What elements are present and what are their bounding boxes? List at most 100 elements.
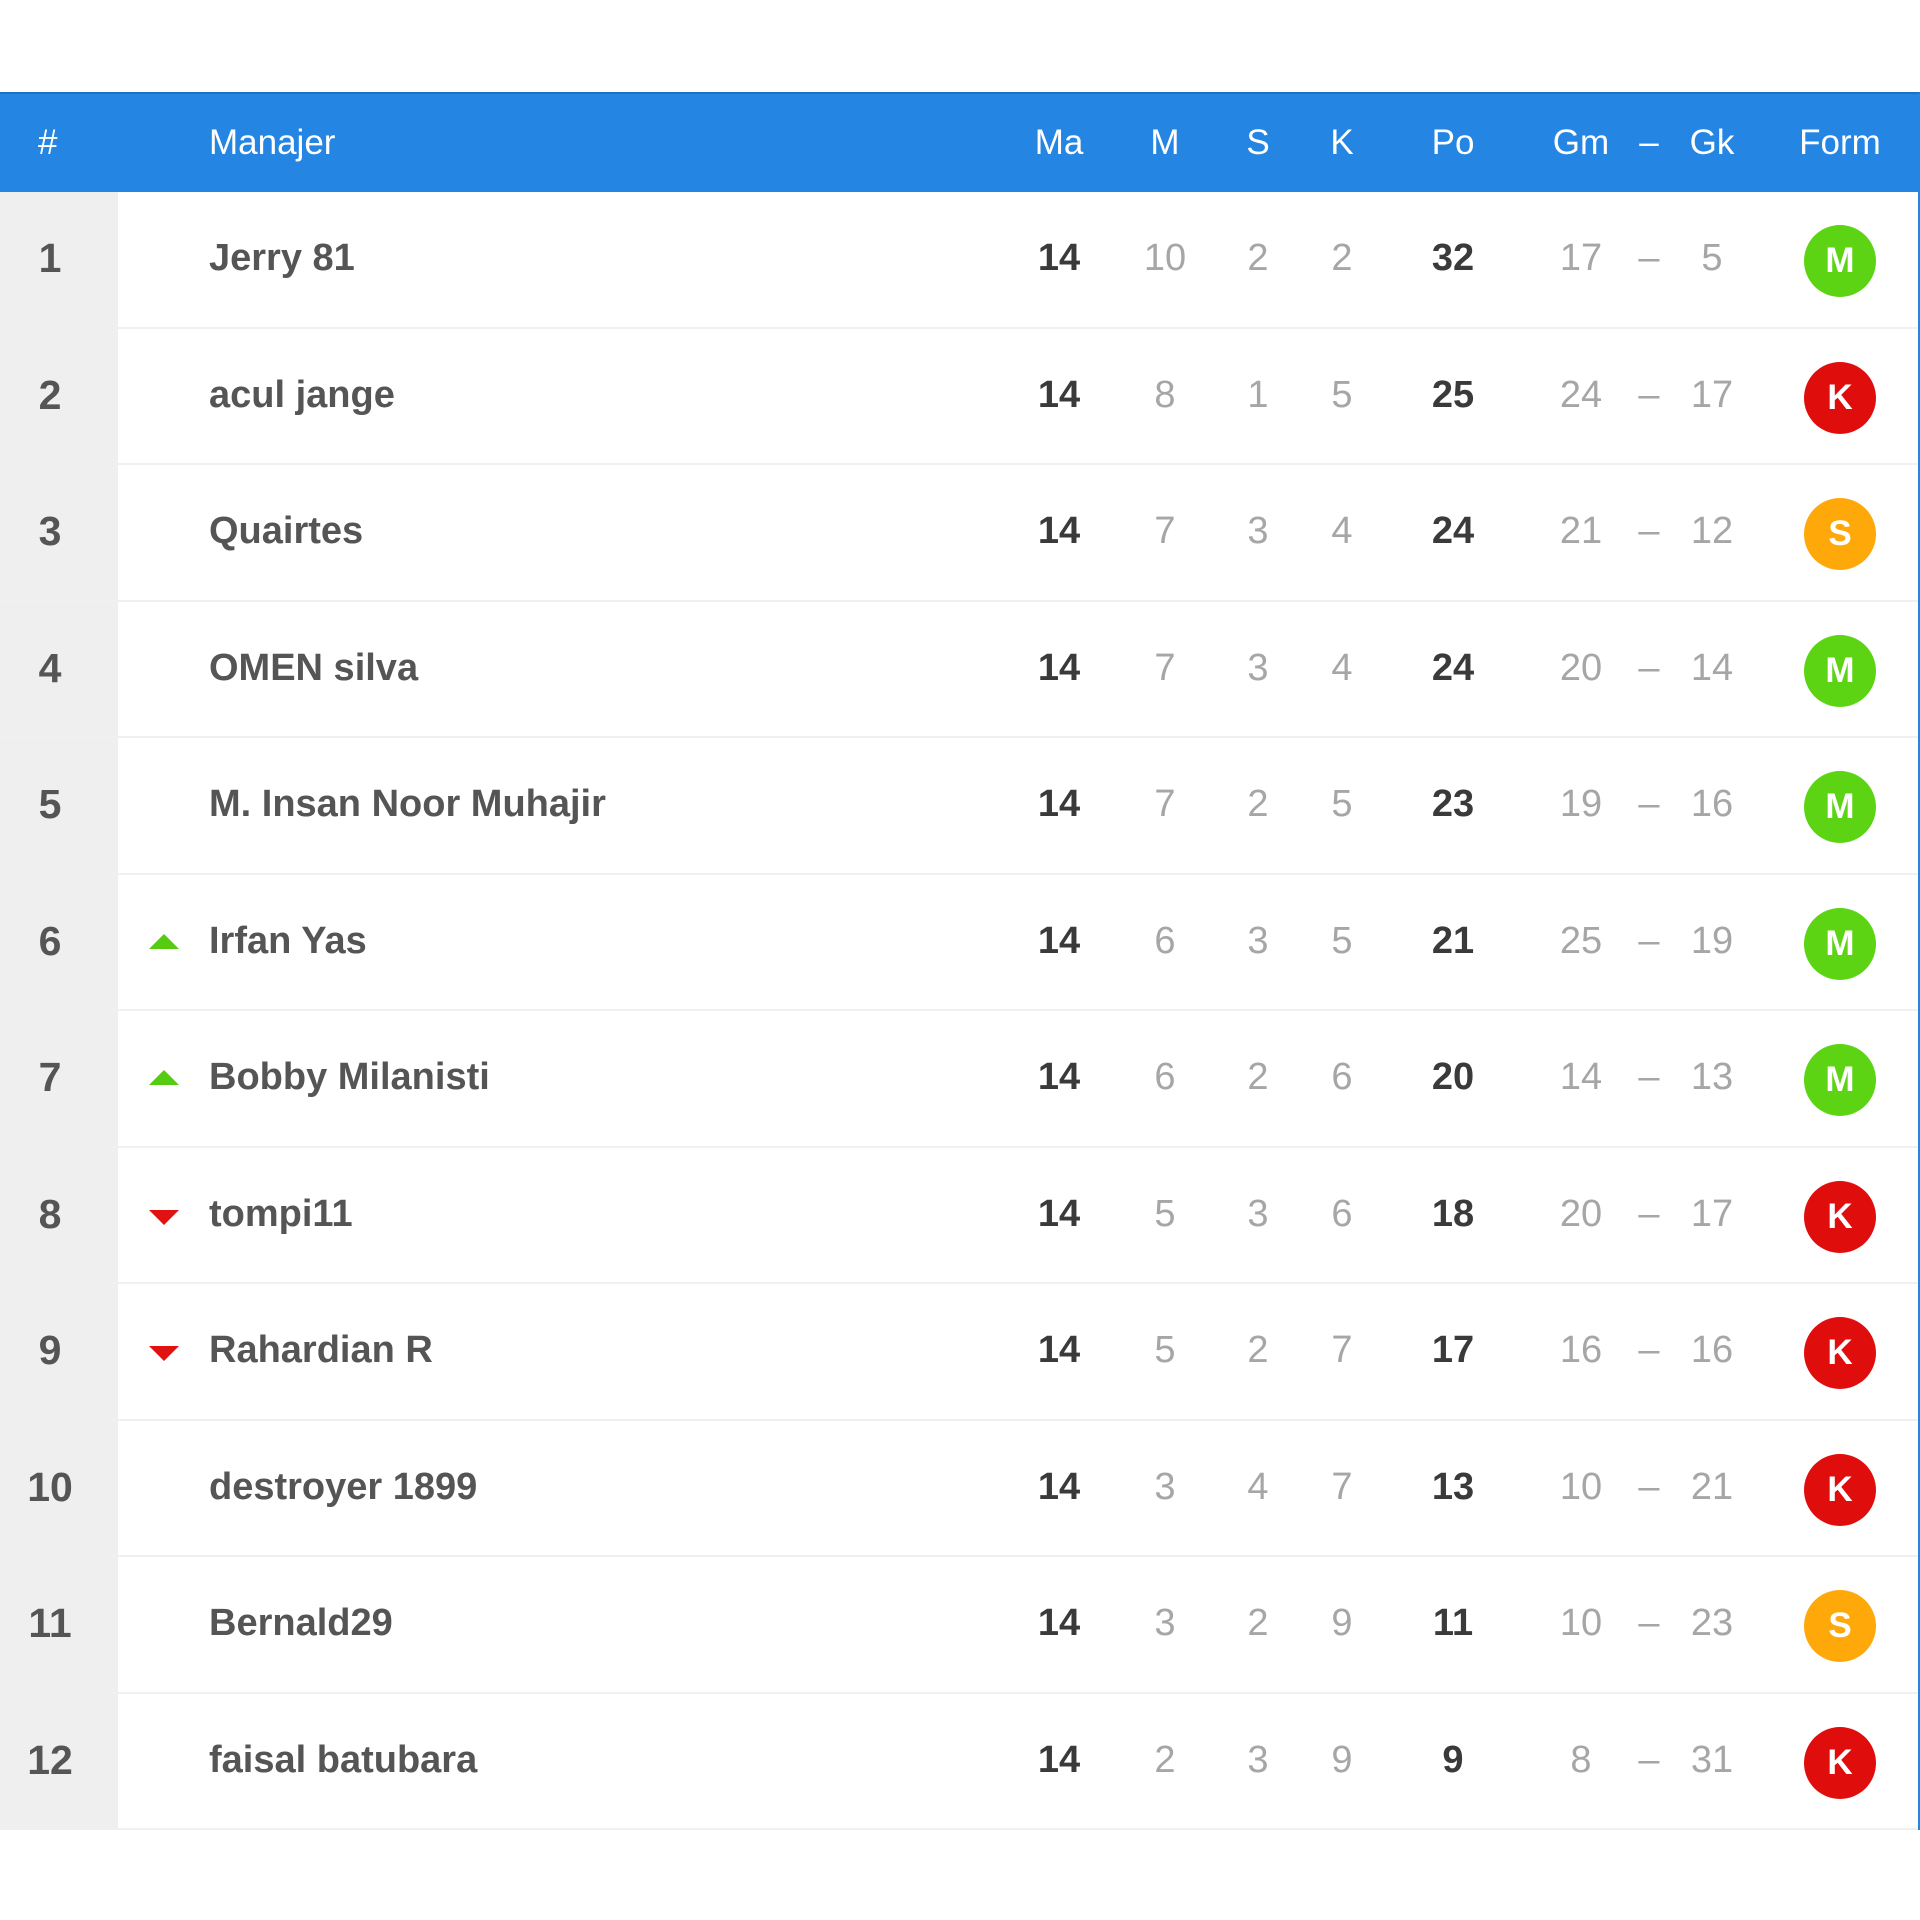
goals-against-value: 16 (1690, 783, 1734, 825)
drawn-value: 3 (1247, 646, 1269, 689)
table-row[interactable]: 11 Bernald29 14 3 2 9 11 10–23 S (0, 1557, 1918, 1694)
header-won[interactable]: M (1150, 123, 1180, 162)
goals-separator: – (1638, 1329, 1660, 1371)
header-goals-for[interactable]: Gm (1552, 123, 1610, 162)
header-goals-against[interactable]: Gk (1689, 123, 1735, 162)
goals-against-value: 23 (1690, 1602, 1734, 1644)
goals-for-value: 21 (1559, 510, 1603, 552)
goals-against-value: 17 (1690, 1192, 1734, 1235)
rank-cell (0, 1557, 118, 1692)
won-value: 6 (1154, 1056, 1176, 1098)
goals-for-value: 19 (1559, 783, 1603, 825)
manager-name[interactable]: acul jange (209, 373, 395, 416)
goals-separator: – (1638, 1465, 1660, 1508)
table-row[interactable]: 6 Irfan Yas 14 6 3 5 21 25–19 M (0, 874, 1918, 1011)
won-value: 3 (1154, 1602, 1176, 1644)
trend-up-icon (149, 933, 179, 949)
points-value: 13 (1431, 1465, 1475, 1508)
lost-value: 5 (1331, 783, 1353, 825)
table-row[interactable]: 9 Rahardian R 14 5 2 7 17 16–16 K (0, 1284, 1918, 1421)
drawn-value: 3 (1247, 1738, 1269, 1781)
goals-for-value: 17 (1559, 237, 1603, 279)
table-row[interactable]: 8 tompi11 14 5 3 6 18 20–17 K (0, 1147, 1918, 1284)
form-badge: S (1804, 1590, 1876, 1662)
drawn-value: 2 (1247, 783, 1269, 825)
goals-against-value: 12 (1690, 510, 1734, 552)
goals-separator: – (1638, 646, 1660, 689)
rank-cell (0, 1011, 118, 1146)
points-value: 9 (1442, 1738, 1464, 1781)
goals-separator: – (1638, 1192, 1660, 1235)
goals-for-value: 20 (1559, 1192, 1603, 1235)
rank-number: 10 (27, 1463, 73, 1510)
won-value: 7 (1154, 783, 1176, 825)
form-badge: K (1804, 1317, 1876, 1389)
manager-name[interactable]: faisal batubara (209, 1738, 478, 1781)
form-badge: M (1804, 771, 1876, 843)
header-drawn[interactable]: S (1246, 123, 1270, 162)
lost-value: 9 (1331, 1738, 1353, 1781)
header-played[interactable]: Ma (1034, 123, 1084, 162)
rank-cell (0, 1147, 118, 1282)
header-points[interactable]: Po (1431, 123, 1475, 162)
table-row[interactable]: 7 Bobby Milanisti 14 6 2 6 20 14–13 M (0, 1011, 1918, 1148)
table-row[interactable]: 4 OMEN silva 14 7 3 4 24 20–14 M (0, 601, 1918, 738)
won-value: 7 (1154, 646, 1176, 689)
points-value: 24 (1431, 646, 1475, 689)
header-lost[interactable]: K (1330, 123, 1354, 162)
points-value: 24 (1431, 510, 1475, 552)
goals-against-value: 14 (1690, 646, 1734, 689)
goals-for-value: 8 (1570, 1738, 1592, 1781)
manager-name[interactable]: tompi11 (209, 1192, 353, 1235)
table-row[interactable]: 1 Jerry 81 14 10 2 2 32 17–5 M (0, 192, 1918, 329)
played-value: 14 (1037, 1056, 1081, 1098)
played-value: 14 (1037, 1738, 1081, 1781)
goals-against-value: 5 (1701, 237, 1723, 279)
header-manager[interactable]: Manajer (209, 123, 336, 162)
rank-number: 7 (38, 1054, 62, 1100)
manager-name[interactable]: Jerry 81 (209, 237, 355, 279)
table-row[interactable]: 3 Quairtes 14 7 3 4 24 21–12 S (0, 465, 1918, 602)
played-value: 14 (1037, 646, 1081, 689)
form-badge: M (1804, 907, 1876, 980)
points-value: 17 (1431, 1329, 1475, 1371)
lost-value: 7 (1331, 1329, 1353, 1371)
manager-name[interactable]: Bobby Milanisti (209, 1056, 490, 1098)
goals-separator: – (1638, 1056, 1660, 1098)
table-row[interactable]: 5 M. Insan Noor Muhajir 14 7 2 5 23 19–16 M (0, 738, 1918, 875)
points-value: 11 (1432, 1602, 1474, 1644)
played-value: 14 (1037, 783, 1081, 825)
goals-separator: – (1638, 1602, 1660, 1644)
table-row[interactable]: 2 acul jange 14 8 1 5 25 24–17 K (0, 328, 1918, 465)
rank-cell (0, 465, 118, 600)
rank-number: 5 (38, 781, 62, 827)
goals-for-value: 14 (1559, 1056, 1603, 1098)
manager-name[interactable]: Bernald29 (209, 1602, 393, 1644)
manager-name[interactable]: Quairtes (209, 510, 364, 552)
drawn-value: 1 (1247, 373, 1269, 416)
played-value: 14 (1037, 1329, 1081, 1371)
manager-name[interactable]: Rahardian R (209, 1329, 433, 1371)
table-row[interactable]: 10 destroyer 1899 14 3 4 7 13 10–21 K (0, 1420, 1918, 1557)
drawn-value: 3 (1247, 510, 1269, 552)
goals-separator: – (1638, 510, 1660, 552)
manager-name[interactable]: destroyer 1899 (209, 1465, 478, 1508)
trend-down-icon (149, 1209, 179, 1225)
goals-for-value: 16 (1559, 1329, 1603, 1371)
drawn-value: 3 (1247, 1192, 1269, 1235)
manager-name[interactable]: M. Insan Noor Muhajir (209, 783, 606, 825)
played-value: 14 (1037, 510, 1081, 552)
won-value: 6 (1154, 919, 1176, 962)
manager-name[interactable]: Irfan Yas (209, 919, 367, 962)
manager-name[interactable]: OMEN silva (209, 646, 419, 689)
goals-for-value: 10 (1559, 1602, 1603, 1644)
won-value: 5 (1154, 1192, 1176, 1235)
table-row[interactable]: 12 faisal batubara 14 2 3 9 9 8 –31 K (0, 1693, 1918, 1830)
table-header: # Manajer Ma M S K Po Gm – Gk Form (0, 94, 1918, 192)
lost-value: 9 (1331, 1602, 1353, 1644)
points-value: 20 (1431, 1056, 1475, 1098)
played-value: 14 (1037, 1602, 1081, 1644)
rank-number: 8 (38, 1190, 62, 1237)
drawn-value: 2 (1247, 1329, 1269, 1371)
form-badge: K (1804, 1453, 1876, 1526)
